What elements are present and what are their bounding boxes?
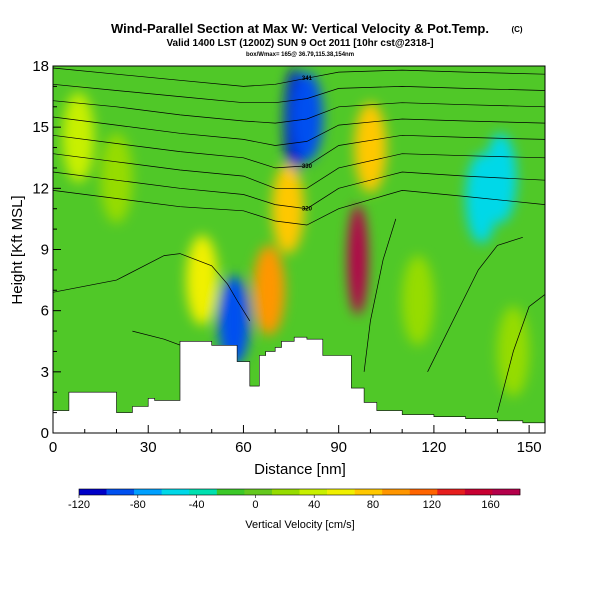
colorbar-tick-label-40: 40 [308, 499, 320, 511]
x-tick-label-90: 90 [330, 439, 347, 456]
y-tick-label-12: 12 [32, 180, 49, 197]
colorbar-title: Vertical Velocity [cm/s] [245, 519, 354, 531]
colorbar: -120 -80 -40 0 40 80 120 160 [68, 488, 521, 511]
colorbar-swatch-8 [299, 489, 328, 495]
theta-contour-8 [53, 253, 251, 322]
x-tick-label-0: 0 [49, 439, 57, 456]
colorbar-swatch-6 [244, 489, 273, 495]
colorbar-swatch-12 [409, 489, 438, 495]
x-tick-label-60: 60 [235, 439, 252, 456]
y-tick-label-18: 18 [32, 58, 49, 75]
theta-contour-7 [53, 190, 545, 226]
y-tick-label-15: 15 [32, 119, 49, 136]
plot-area: 341 330 320 [53, 66, 545, 433]
y-axis: 0 3 6 9 12 15 18 [32, 58, 61, 442]
colorbar-swatch-13 [437, 489, 466, 495]
colorbar-swatch-10 [354, 489, 383, 495]
colorbar-swatch-4 [189, 489, 218, 495]
colorbar-swatch-14 [464, 489, 493, 495]
contour-label-6: 320 [302, 207, 313, 213]
contour-label-0: 341 [302, 76, 313, 82]
colorbar-swatch-3 [161, 489, 190, 495]
chart-subtitle-secondary: box/Wmax= 165@ 36.79,115.38,154nm [246, 52, 354, 58]
colorbar-tick-label--80: -80 [130, 499, 146, 511]
colorbar-tick-label-160: 160 [481, 499, 499, 511]
colorbar-swatch-11 [382, 489, 411, 495]
theta-contour-2 [53, 100, 545, 124]
colorbar-swatch-0 [79, 489, 107, 495]
theta-contour-11 [427, 236, 523, 372]
theta-contour-4 [53, 134, 545, 169]
colorbar-tick-label--120: -120 [68, 499, 90, 511]
velocity-cell-3 [217, 275, 250, 366]
theta-contour-0 [53, 67, 545, 87]
y-tick-label-9: 9 [41, 242, 49, 259]
velocity-cell-10 [62, 92, 95, 183]
velocity-cell-12 [402, 255, 435, 346]
velocity-cell-4 [252, 245, 285, 336]
y-axis-title: Height [Kft MSL] [9, 195, 26, 304]
x-tick-label-30: 30 [140, 439, 157, 456]
colorbar-tick-label-120: 120 [423, 499, 441, 511]
contour-label-4: 330 [302, 164, 313, 170]
theta-contour-12 [497, 294, 545, 413]
velocity-cell-2 [290, 71, 323, 162]
velocity-field [62, 68, 530, 397]
theta-contour-1 [53, 83, 545, 104]
theta-contour-10 [363, 218, 397, 372]
colorbar-swatch-9 [327, 489, 355, 495]
theta-contour-5 [53, 153, 545, 189]
x-axis-title: Distance [nm] [254, 461, 346, 478]
colorbar-frame [78, 488, 521, 496]
colorbar-swatch-5 [216, 489, 245, 495]
chart-subtitle: Valid 1400 LST (1200Z) SUN 9 Oct 2011 [1… [166, 38, 433, 49]
velocity-core-0 [352, 226, 363, 293]
velocity-cell-5 [271, 163, 304, 254]
y-tick-label-0: 0 [41, 425, 49, 442]
colorbar-swatch-15 [492, 489, 521, 495]
colorbar-swatch-7 [271, 489, 300, 495]
colorbar-swatch-1 [106, 489, 135, 495]
velocity-cell-6 [354, 102, 387, 193]
x-axis: 0 30 60 90 120 150 [49, 425, 542, 456]
velocity-cell-11 [100, 133, 133, 224]
x-tick-label-150: 150 [517, 439, 542, 456]
theta-contour-3 [53, 116, 545, 146]
velocity-cell-7 [186, 235, 219, 326]
colorbar-tick-label--40: -40 [189, 499, 205, 511]
chart-title-mark: (C) [511, 25, 522, 34]
y-tick-label-6: 6 [41, 303, 49, 320]
theta-contour-6 [53, 171, 545, 210]
chart-title: Wind-Parallel Section at Max W: Vertical… [111, 21, 489, 36]
colorbar-swatch-2 [134, 489, 162, 495]
colorbar-tick-label-80: 80 [367, 499, 379, 511]
x-tick-label-120: 120 [421, 439, 446, 456]
colorbar-tick-label-0: 0 [252, 499, 258, 511]
terrain-mask [53, 336, 545, 433]
y-tick-label-3: 3 [41, 364, 49, 381]
